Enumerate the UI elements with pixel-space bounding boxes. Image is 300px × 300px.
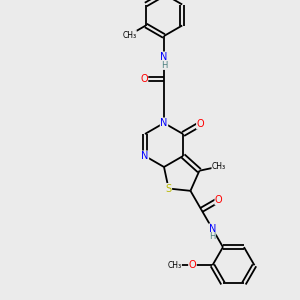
Text: N: N [141, 151, 148, 161]
Text: O: O [140, 74, 148, 84]
Text: O: O [189, 260, 196, 270]
Text: CH₃: CH₃ [212, 162, 226, 171]
Text: CH₃: CH₃ [167, 261, 182, 270]
Text: O: O [215, 195, 223, 205]
Text: H: H [161, 61, 167, 70]
Text: S: S [166, 184, 172, 194]
Text: N: N [209, 224, 216, 234]
Text: O: O [196, 119, 204, 129]
Text: CH₃: CH₃ [122, 31, 136, 40]
Text: N: N [160, 118, 168, 128]
Text: H: H [209, 232, 216, 242]
Text: N: N [160, 52, 168, 62]
